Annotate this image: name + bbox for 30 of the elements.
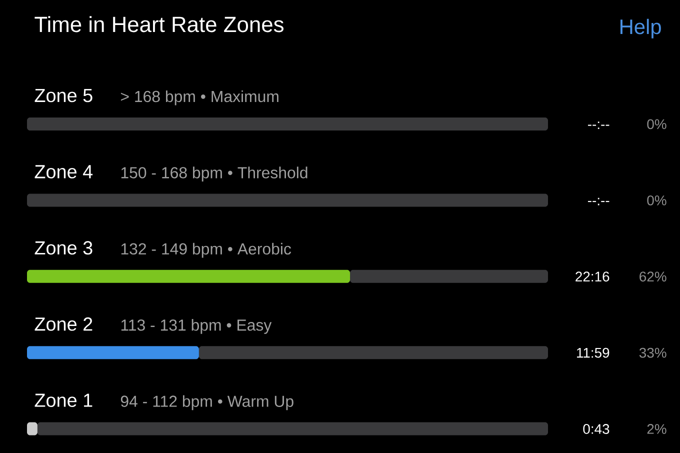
text: 11:59 (577, 348, 610, 358)
bar (27, 118, 548, 130)
text: --:-- (588, 122, 610, 129)
data-label: 0% (647, 119, 666, 130)
y-tick-label: Zone 4 (34, 165, 93, 178)
data-label: 2% (647, 424, 666, 434)
text: 0:43 (583, 424, 610, 434)
bar (27, 270, 350, 283)
bar (27, 194, 548, 207)
annotation: 132 - 149 bpm • Aerobic (121, 242, 292, 258)
y-tick-label: Zone 2 (34, 317, 92, 331)
annotation: 150 - 168 bpm • Threshold (121, 166, 308, 182)
text: --:-- (588, 198, 610, 206)
data-label: 33% (639, 348, 666, 358)
bar (350, 270, 548, 283)
text: 22:16 (576, 272, 610, 282)
annotation: > 168 bpm • Maximum (120, 90, 278, 106)
y-tick-label: Zone 1 (34, 394, 92, 407)
data-label: 62% (640, 272, 666, 282)
bar (27, 422, 38, 436)
bar (37, 422, 548, 436)
annotation: 113 - 131 bpm • Easy (121, 319, 272, 334)
annotation: 94 - 112 bpm • Warm Up (120, 395, 294, 410)
text: Help (620, 18, 661, 38)
bar (27, 346, 199, 360)
y-tick-label: Zone 5 (34, 88, 92, 102)
bar (198, 346, 548, 360)
chart-title: Time in Heart Rate Zones (34, 16, 284, 32)
y-tick-label: Zone 3 (34, 241, 92, 255)
data-label: 0% (647, 195, 666, 206)
